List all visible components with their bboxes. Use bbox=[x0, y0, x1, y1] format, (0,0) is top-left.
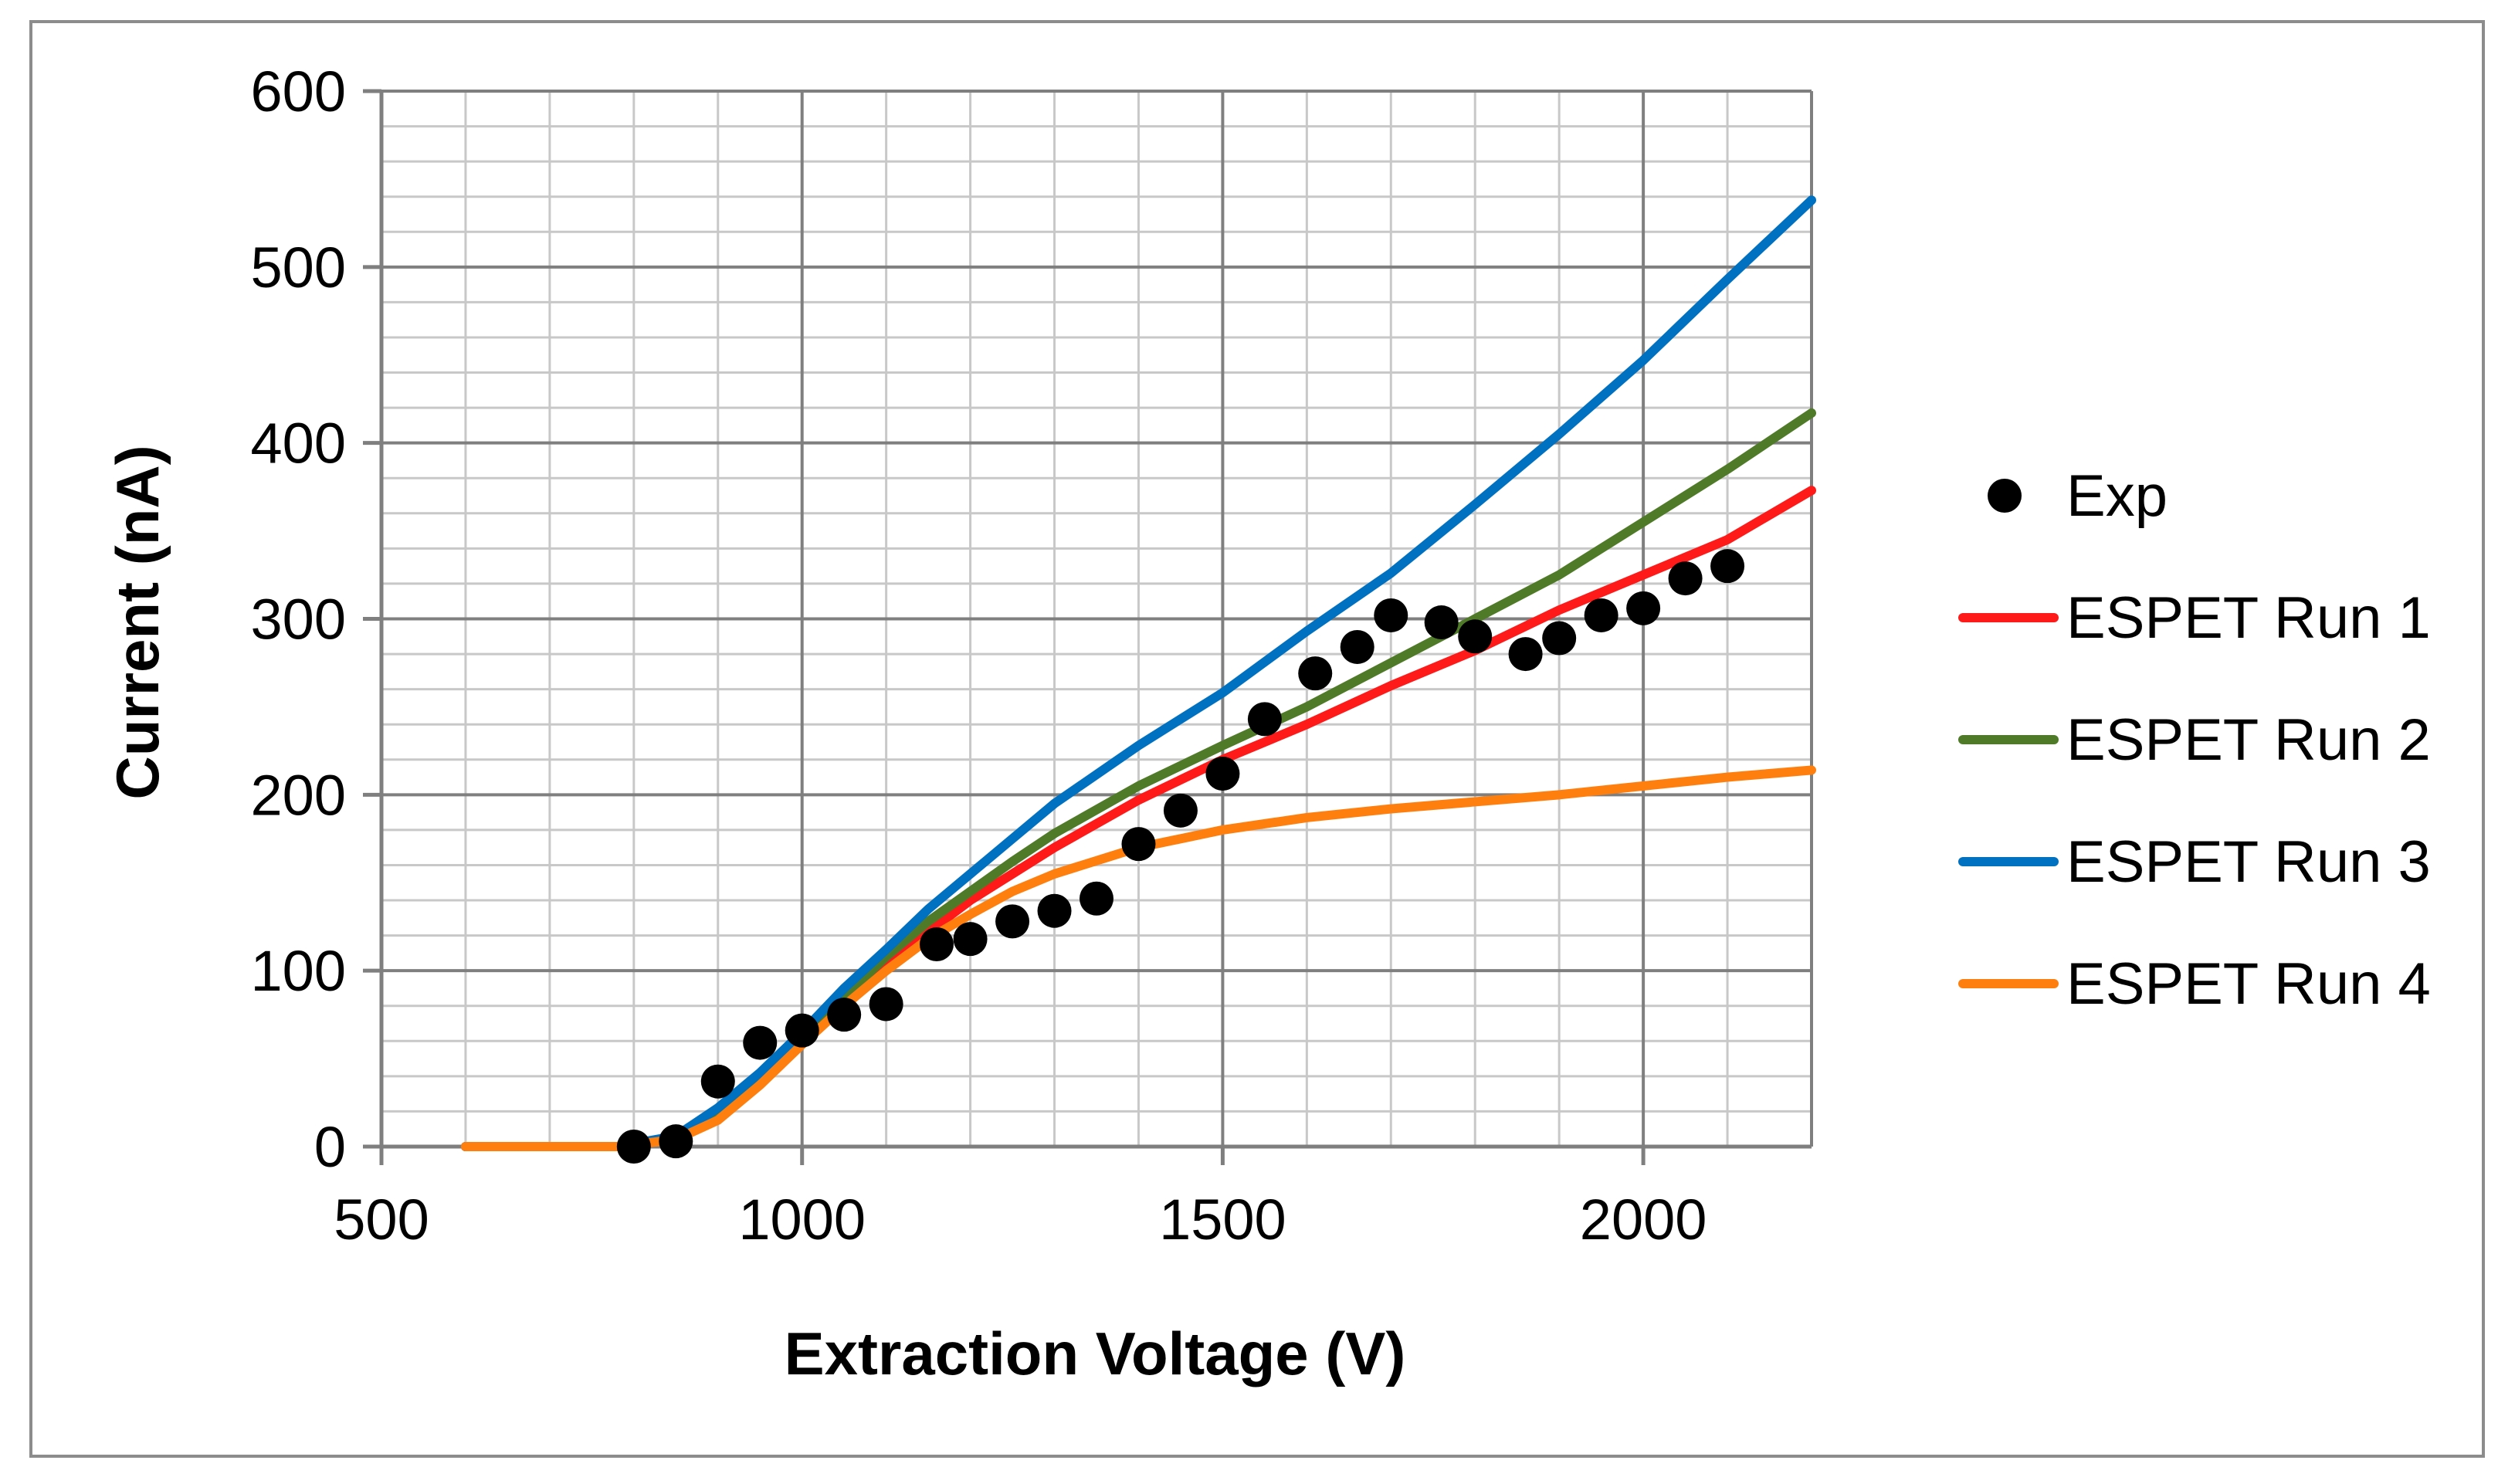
chart-frame bbox=[29, 20, 2485, 1458]
x-tick-label: 1000 bbox=[738, 1188, 866, 1252]
series-line-espet-run-3 bbox=[460, 195, 1816, 1151]
data-point-exp bbox=[1584, 598, 1618, 632]
y-tick-label: 100 bbox=[251, 939, 346, 1003]
series-points bbox=[616, 549, 1745, 1164]
data-point-exp bbox=[1710, 549, 1745, 584]
legend: Exp ESPET Run 1 ESPET Run 2 ESPET Run 3 ESPE… bbox=[1958, 463, 2431, 1017]
data-point-exp bbox=[659, 1124, 693, 1159]
x-tick-label: 1500 bbox=[1159, 1188, 1286, 1252]
data-point-exp bbox=[700, 1064, 735, 1099]
data-point-exp bbox=[1298, 656, 1333, 691]
data-point-exp bbox=[785, 1013, 819, 1048]
data-point-exp bbox=[1508, 637, 1543, 672]
legend-label-espet-run-3: ESPET Run 3 bbox=[2066, 829, 2431, 895]
data-point-exp bbox=[1424, 605, 1459, 640]
x-tick-label: 500 bbox=[334, 1188, 429, 1252]
data-point-exp bbox=[1340, 629, 1374, 664]
y-tick-labels: 0 100 200 300 400 500 600 bbox=[251, 59, 346, 1179]
series-lines bbox=[460, 195, 1816, 1151]
y-tick-label: 400 bbox=[251, 412, 346, 476]
data-point-exp bbox=[1121, 827, 1156, 862]
data-point-exp bbox=[1080, 881, 1113, 916]
legend-label-espet-run-4: ESPET Run 4 bbox=[2066, 951, 2431, 1017]
legend-marker-exp bbox=[1988, 479, 2022, 513]
data-point-exp bbox=[1626, 591, 1661, 625]
data-point-exp bbox=[869, 987, 903, 1022]
data-point-exp bbox=[995, 904, 1030, 939]
data-point-exp bbox=[953, 922, 988, 957]
y-tick-label: 500 bbox=[251, 235, 346, 300]
y-tick-label: 200 bbox=[251, 763, 346, 827]
major-gridlines bbox=[381, 90, 1813, 1147]
y-tick-label: 600 bbox=[251, 59, 346, 124]
data-point-exp bbox=[743, 1025, 778, 1060]
series-line-espet-run-4 bbox=[460, 765, 1816, 1151]
data-point-exp bbox=[1542, 621, 1577, 656]
data-point-exp bbox=[616, 1130, 651, 1164]
data-point-exp bbox=[1037, 893, 1072, 928]
x-axis-title: Extraction Voltage (V) bbox=[785, 1320, 1406, 1387]
y-tick-label: 300 bbox=[251, 588, 346, 652]
y-tick-label: 0 bbox=[314, 1115, 346, 1179]
data-point-exp bbox=[1163, 793, 1198, 828]
legend-label-espet-run-2: ESPET Run 2 bbox=[2066, 707, 2431, 773]
data-point-exp bbox=[827, 998, 862, 1032]
x-tick-labels: 500 1000 1500 2000 bbox=[334, 1188, 1707, 1252]
data-point-exp bbox=[1668, 561, 1703, 596]
data-point-exp bbox=[1458, 619, 1493, 654]
x-tick-label: 2000 bbox=[1580, 1188, 1707, 1252]
y-axis-title: Current (nA) bbox=[103, 445, 171, 799]
data-point-exp bbox=[920, 927, 954, 961]
data-point-exp bbox=[1374, 598, 1408, 632]
data-point-exp bbox=[1205, 756, 1240, 791]
data-point-exp bbox=[1247, 702, 1282, 737]
legend-label-exp: Exp bbox=[2066, 463, 2168, 529]
legend-label-espet-run-1: ESPET Run 1 bbox=[2066, 585, 2431, 651]
